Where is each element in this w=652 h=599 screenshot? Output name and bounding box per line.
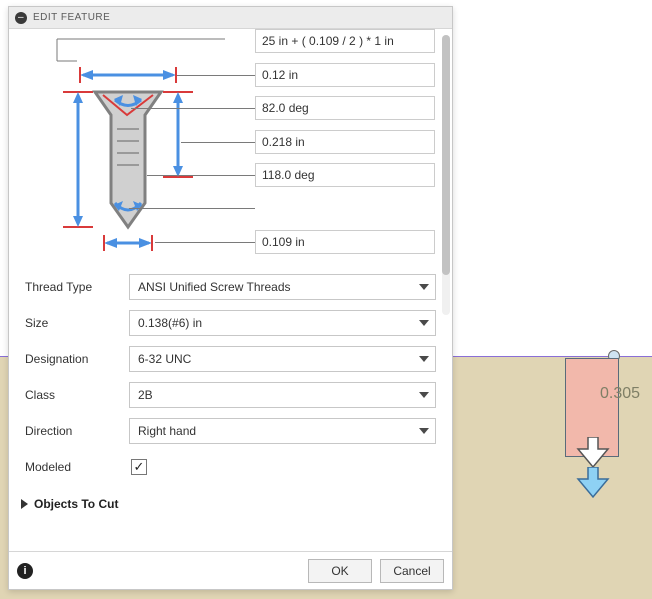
bore-depth-input[interactable]: [255, 130, 435, 154]
leader-line: [131, 108, 255, 109]
thread-type-label: Thread Type: [17, 280, 129, 294]
edit-feature-panel: – EDIT FEATURE: [8, 6, 453, 590]
objects-to-cut-section[interactable]: Objects To Cut: [17, 489, 444, 519]
depth-arrow-outline-icon[interactable]: [575, 437, 611, 471]
direction-label: Direction: [17, 424, 129, 438]
panel-title: EDIT FEATURE: [33, 12, 110, 23]
size-value: 0.138(#6) in: [138, 316, 202, 330]
leader-line: [155, 242, 255, 243]
leader-line: [147, 175, 255, 176]
class-value: 2B: [138, 388, 153, 402]
designation-label: Designation: [17, 352, 129, 366]
size-select[interactable]: 0.138(#6) in: [129, 310, 436, 336]
modeled-label: Modeled: [17, 460, 129, 474]
chevron-down-icon: [419, 392, 429, 398]
thread-type-select[interactable]: ANSI Unified Screw Threads: [129, 274, 436, 300]
leader-line: [181, 142, 255, 143]
panel-footer: i OK Cancel: [9, 551, 452, 589]
viewport-dimension: 0.305: [600, 385, 640, 403]
point-angle-input[interactable]: [255, 163, 435, 187]
depth-arrow-fill-icon[interactable]: [575, 467, 611, 501]
designation-select[interactable]: 6-32 UNC: [129, 346, 436, 372]
ok-button[interactable]: OK: [308, 559, 372, 583]
top-width-input[interactable]: [255, 63, 435, 87]
countersink-angle-input[interactable]: [255, 96, 435, 120]
panel-header: – EDIT FEATURE: [9, 7, 452, 29]
size-label: Size: [17, 316, 129, 330]
chevron-down-icon: [419, 356, 429, 362]
cancel-button[interactable]: Cancel: [380, 559, 444, 583]
depth-expression-input[interactable]: [255, 29, 435, 53]
thread-type-value: ANSI Unified Screw Threads: [138, 280, 291, 294]
class-label: Class: [17, 388, 129, 402]
chevron-down-icon: [419, 428, 429, 434]
drill-dia-input[interactable]: [255, 230, 435, 254]
panel-collapse-button[interactable]: –: [15, 12, 27, 24]
class-select[interactable]: 2B: [129, 382, 436, 408]
direction-value: Right hand: [138, 424, 196, 438]
chevron-down-icon: [419, 284, 429, 290]
designation-value: 6-32 UNC: [138, 352, 191, 366]
hole-schematic-icon: [45, 37, 225, 253]
direction-select[interactable]: Right hand: [129, 418, 436, 444]
modeled-checkbox[interactable]: ✓: [131, 459, 147, 475]
objects-to-cut-label: Objects To Cut: [34, 497, 118, 511]
chevron-down-icon: [419, 320, 429, 326]
disclosure-triangle-icon: [21, 499, 28, 509]
panel-body: Thread Type ANSI Unified Screw Threads S…: [9, 29, 452, 551]
info-icon[interactable]: i: [17, 563, 33, 579]
hole-diagram-zone: [17, 35, 444, 255]
leader-line: [177, 75, 255, 76]
leader-line: [129, 208, 255, 209]
